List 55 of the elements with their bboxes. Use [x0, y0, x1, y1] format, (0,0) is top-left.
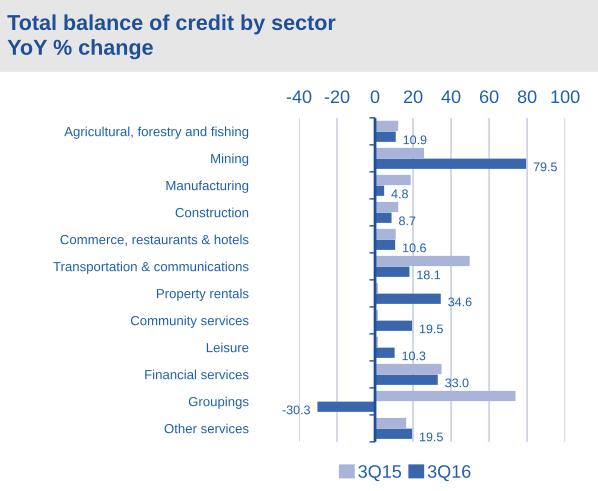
data-label: 19.5	[420, 324, 443, 334]
y-tick-label: Transportation & communications	[53, 262, 249, 274]
data-label: 34.6	[448, 297, 472, 306]
data-label: 33.0	[445, 378, 469, 388]
x-tick-label: 0	[370, 90, 380, 104]
x-tick-label: 20	[404, 90, 422, 104]
bar	[375, 120, 398, 132]
x-tick-label: 100	[551, 90, 580, 104]
x-tick-label: 60	[480, 90, 498, 104]
y-tick-label: Agricultural, forestry and fishing	[64, 126, 248, 139]
bar	[375, 418, 406, 428]
legend-label: 3Q15	[358, 465, 402, 482]
x-tick-label: 40	[441, 90, 460, 104]
data-label: -30.3	[282, 405, 310, 414]
data-label: 18.1	[417, 270, 440, 280]
x-tick-label: -20	[324, 90, 350, 104]
bar	[375, 212, 392, 223]
bar	[375, 158, 526, 169]
bar	[375, 228, 396, 240]
bar	[317, 402, 376, 412]
bar	[375, 174, 411, 186]
bar	[375, 374, 438, 385]
bar	[375, 148, 424, 158]
data-label: 10.9	[404, 135, 426, 144]
y-tick-label: Manufacturing	[166, 180, 248, 193]
y-tick-label: Community services	[130, 316, 249, 328]
y-tick-label: Property rentals	[156, 288, 249, 301]
y-tick-label: Groupings	[188, 396, 249, 409]
bar	[375, 294, 441, 304]
bar	[375, 320, 412, 331]
y-tick-label: Construction	[176, 208, 248, 218]
legend-label: 3Q16	[428, 465, 470, 482]
bar	[375, 202, 398, 212]
data-label: 79.5	[534, 162, 557, 172]
data-label: 4.8	[391, 189, 408, 198]
x-tick-label: -40	[286, 90, 312, 104]
data-label: 8.7	[399, 216, 416, 226]
bar	[375, 240, 396, 250]
data-label: 19.5	[420, 432, 443, 442]
bar	[375, 132, 396, 142]
bar	[375, 428, 412, 439]
y-tick-label: Financial services	[145, 370, 249, 380]
bar	[375, 266, 410, 277]
y-tick-label: Leisure	[206, 342, 248, 352]
bar	[375, 364, 442, 374]
chart-title: Total balance of credit by sector YoY % change	[7, 14, 336, 60]
y-tick-label: Commerce, restaurants & hotels	[60, 234, 249, 246]
data-label: 10.6	[403, 243, 426, 252]
bar	[375, 348, 395, 358]
data-label: 10.3	[402, 351, 426, 360]
bar	[375, 390, 516, 402]
bar	[375, 256, 470, 266]
y-tick-label: Mining	[211, 154, 248, 166]
x-tick-label: 80	[518, 90, 536, 104]
y-tick-label: Other services	[164, 424, 249, 434]
